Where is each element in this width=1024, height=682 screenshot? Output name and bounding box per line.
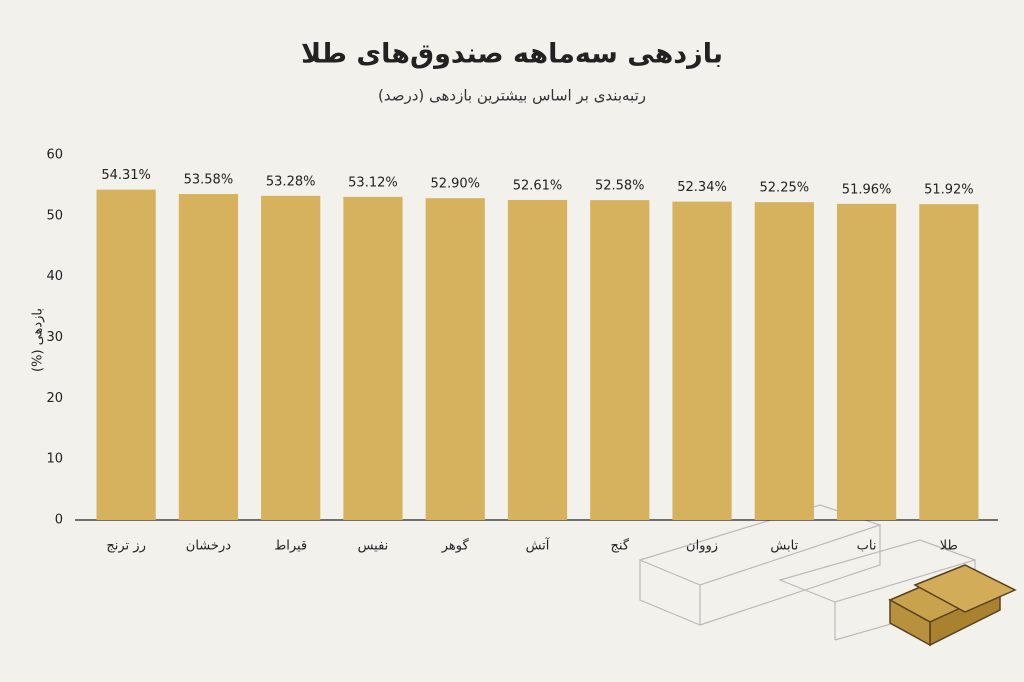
x-tick-label: زووان <box>686 539 718 554</box>
x-tick-label: گوهر <box>441 538 470 554</box>
x-tick-label: تابش <box>770 539 798 554</box>
value-label: 52.25% <box>760 181 810 196</box>
value-label: 52.58% <box>595 179 645 194</box>
y-tick-label: 40 <box>46 269 63 284</box>
bar <box>178 194 239 520</box>
value-label: 54.31% <box>101 168 151 183</box>
x-tick-label: طلا <box>940 539 958 554</box>
value-label: 53.58% <box>184 173 234 188</box>
bar <box>507 199 568 521</box>
y-tick-label: 60 <box>46 148 63 163</box>
value-label: 51.96% <box>842 182 892 197</box>
bar <box>343 196 403 520</box>
y-tick-label: 0 <box>55 513 63 528</box>
x-tick-label: درخشان <box>186 539 231 554</box>
bar <box>754 202 814 521</box>
value-label: 53.28% <box>266 174 316 189</box>
value-label: 51.92% <box>924 183 974 198</box>
x-tick-label: آتش <box>526 537 551 554</box>
x-tick-label: رز ترنج <box>106 539 146 554</box>
y-axis-label: بازدهی (%) <box>31 308 46 372</box>
y-tick-label: 30 <box>46 330 63 345</box>
chart-subtitle: رتبه‌بندی بر اساس بیشترین بازدهی (درصد) <box>378 87 646 105</box>
y-tick-label: 20 <box>46 391 63 406</box>
y-tick-label: 50 <box>46 208 63 223</box>
bar <box>261 195 321 520</box>
x-tick-label: نفیس <box>358 539 389 554</box>
x-tick-label: گنج <box>611 538 630 554</box>
value-label: 52.90% <box>430 177 480 192</box>
x-tick-label: ناب <box>857 539 877 554</box>
chart-title: بازدهی سه‌ماهه صندوق‌های طلا <box>301 39 723 70</box>
bar <box>96 189 156 520</box>
x-tick-label: قیراط <box>274 539 307 554</box>
decoration <box>638 504 1017 647</box>
value-label: 53.12% <box>348 175 398 190</box>
bar <box>919 204 979 521</box>
bar <box>425 198 485 521</box>
bar <box>836 203 897 520</box>
y-tick-label: 10 <box>46 452 63 467</box>
bar <box>590 200 650 520</box>
bar <box>672 201 732 520</box>
value-label: 52.61% <box>513 178 563 193</box>
value-label: 52.34% <box>677 180 727 195</box>
